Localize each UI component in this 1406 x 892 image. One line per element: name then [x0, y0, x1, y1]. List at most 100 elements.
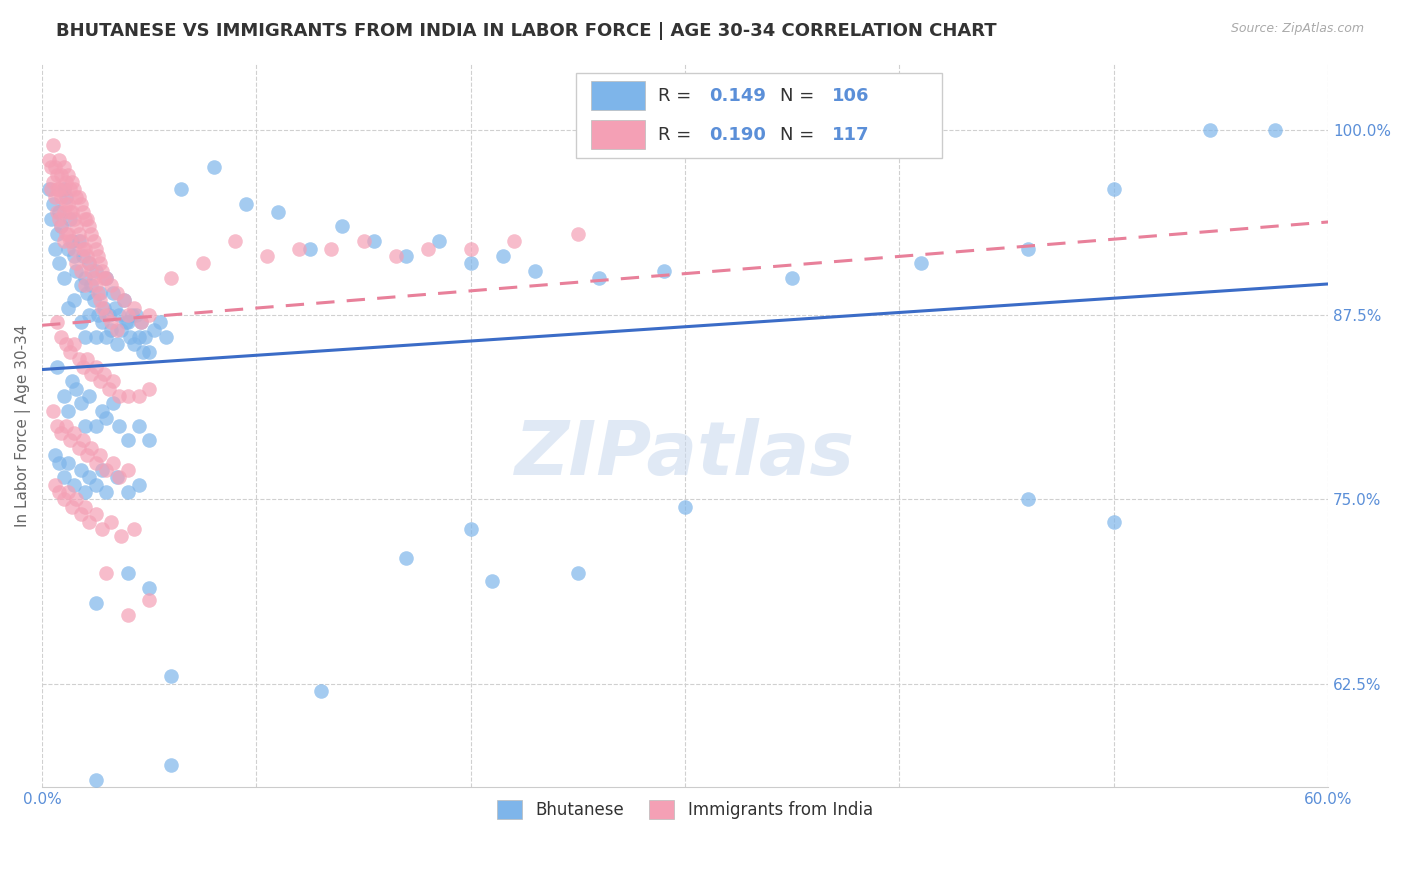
Point	[673, 500, 696, 514]
Point	[51, 190, 73, 204]
Point	[38, 182, 60, 196]
Point	[108, 389, 131, 403]
Point	[84, 263, 107, 277]
Point	[72, 359, 94, 374]
Point	[138, 581, 160, 595]
Point	[89, 448, 111, 462]
Point	[44, 190, 66, 204]
Point	[51, 425, 73, 440]
Point	[89, 256, 111, 270]
Point	[46, 204, 69, 219]
Point	[60, 375, 83, 389]
Text: ZIPatlas: ZIPatlas	[515, 418, 855, 491]
Point	[1264, 123, 1286, 137]
Point	[353, 234, 375, 248]
Point	[110, 529, 132, 543]
Point	[59, 182, 82, 196]
Point	[416, 242, 439, 256]
FancyBboxPatch shape	[592, 120, 645, 149]
Point	[44, 448, 66, 462]
Point	[96, 485, 118, 500]
Point	[321, 242, 343, 256]
Point	[395, 249, 418, 263]
Point	[89, 375, 111, 389]
Y-axis label: In Labor Force | Age 30-34: In Labor Force | Age 30-34	[15, 325, 31, 527]
Point	[97, 382, 120, 396]
Point	[170, 182, 193, 196]
Point	[76, 448, 98, 462]
Point	[142, 323, 165, 337]
Point	[80, 441, 103, 455]
Point	[125, 308, 148, 322]
Point	[48, 256, 70, 270]
Point	[52, 492, 75, 507]
Point	[96, 566, 118, 581]
Point	[117, 315, 139, 329]
Point	[80, 227, 103, 241]
Point	[108, 308, 131, 322]
Point	[56, 197, 79, 211]
Point	[101, 456, 124, 470]
Point	[492, 249, 515, 263]
Point	[117, 389, 139, 403]
Point	[100, 278, 122, 293]
Point	[112, 293, 135, 308]
Point	[69, 234, 91, 248]
Point	[84, 456, 107, 470]
Point	[460, 256, 482, 270]
Point	[83, 234, 105, 248]
Point	[96, 271, 118, 285]
Point	[84, 596, 107, 610]
Text: 106: 106	[832, 87, 869, 105]
Point	[91, 522, 114, 536]
Point	[52, 234, 75, 248]
Point	[84, 278, 107, 293]
Point	[73, 330, 96, 344]
Point	[96, 463, 118, 477]
Point	[84, 330, 107, 344]
Point	[38, 153, 60, 167]
Point	[60, 204, 83, 219]
Point	[69, 263, 91, 277]
Point	[155, 330, 177, 344]
Point	[93, 301, 115, 315]
Point	[96, 271, 118, 285]
Point	[73, 485, 96, 500]
Point	[72, 434, 94, 448]
Point	[96, 411, 118, 425]
Point	[427, 234, 450, 248]
Point	[65, 492, 87, 507]
Point	[76, 249, 98, 263]
Point	[117, 485, 139, 500]
Point	[299, 242, 322, 256]
Point	[138, 382, 160, 396]
Point	[44, 242, 66, 256]
Point	[48, 204, 70, 219]
Point	[46, 315, 69, 329]
Point	[39, 161, 62, 175]
Point	[110, 323, 132, 337]
Text: 117: 117	[832, 126, 869, 144]
Point	[128, 389, 150, 403]
Point	[60, 500, 83, 514]
Point	[481, 574, 503, 588]
Point	[1017, 242, 1039, 256]
Point	[77, 515, 100, 529]
Point	[267, 204, 290, 219]
Point	[69, 278, 91, 293]
Point	[652, 263, 675, 277]
Text: N =: N =	[780, 126, 820, 144]
Point	[73, 418, 96, 433]
Point	[52, 271, 75, 285]
Point	[256, 249, 278, 263]
Point	[56, 456, 79, 470]
Point	[128, 330, 150, 344]
Point	[138, 344, 160, 359]
Point	[91, 404, 114, 418]
Point	[89, 293, 111, 308]
Point	[72, 204, 94, 219]
Point	[63, 337, 86, 351]
Point	[100, 515, 122, 529]
Point	[59, 434, 82, 448]
Point	[288, 242, 311, 256]
